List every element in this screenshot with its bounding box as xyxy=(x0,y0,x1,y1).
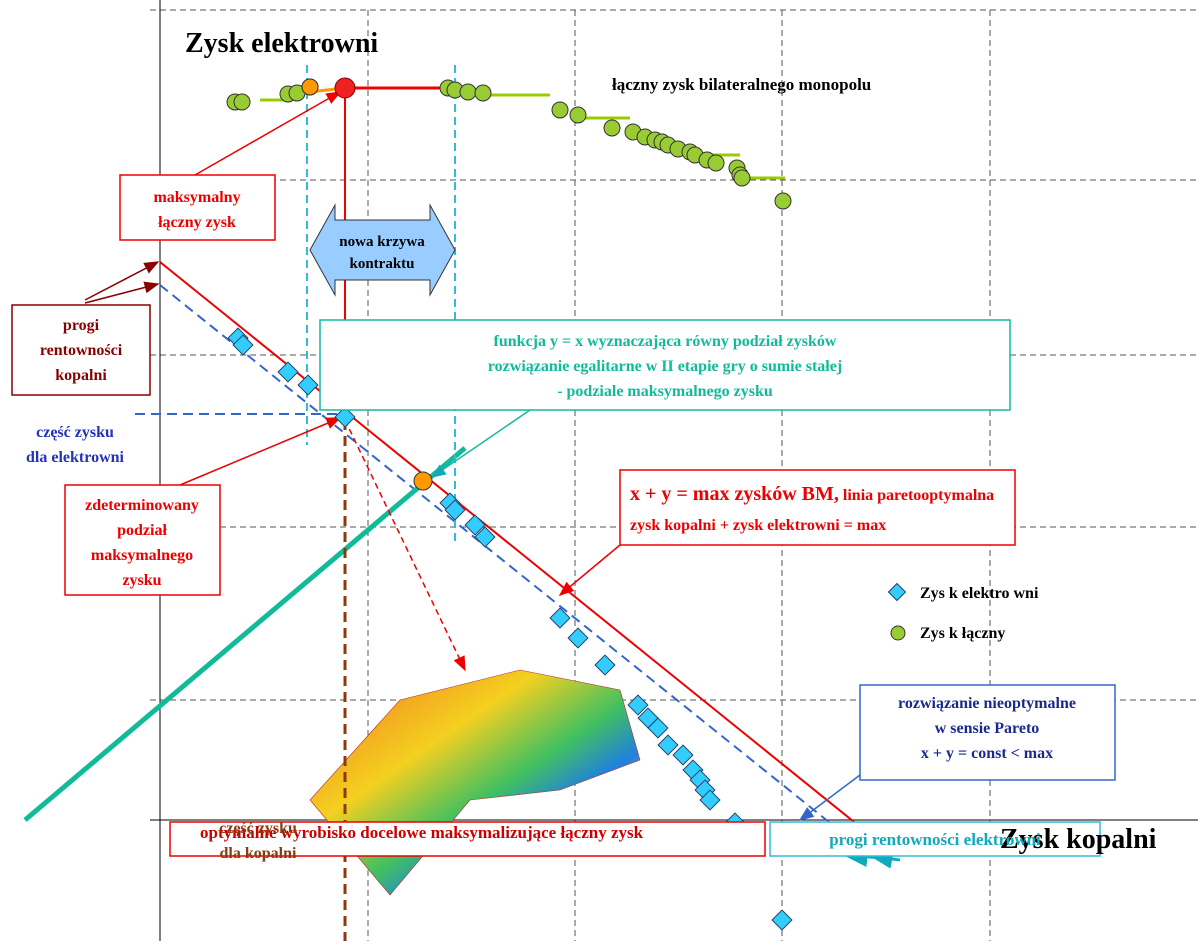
mine-share: część zysku xyxy=(219,820,297,837)
diamond xyxy=(278,362,298,382)
legend-circle xyxy=(891,626,905,640)
circle-point xyxy=(475,85,491,101)
diamond xyxy=(595,655,615,675)
mine-share: dla kopalni xyxy=(220,845,297,862)
top-label: łączny zysk bilateralnego monopolu xyxy=(612,75,871,94)
circle-point xyxy=(708,155,724,171)
circle-point xyxy=(570,107,586,123)
diagram: Zys k elektro wni Zys k łączny Zysk elekt… xyxy=(0,0,1198,941)
mine-thresholds: rentowności xyxy=(40,342,123,359)
egalitarian: - podziale maksymalnego zysku xyxy=(557,383,773,400)
determined: maksymalnego xyxy=(91,547,193,564)
diamond xyxy=(673,745,693,765)
mine-thresholds: kopalni xyxy=(55,367,107,384)
max-point xyxy=(335,78,355,98)
circle-point xyxy=(460,84,476,100)
diamond xyxy=(772,910,792,930)
pareto-tail: linia paretooptymalna xyxy=(839,487,994,504)
pareto-line2: zysk kopalni + zysk elektrowni = max xyxy=(630,517,886,534)
non-optimal: rozwiązanie nieoptymalne xyxy=(898,695,1076,712)
max-profit: maksymalny xyxy=(153,189,240,206)
pareto-head: x + y = max zysków BM, xyxy=(630,483,839,505)
egalitarian-point xyxy=(414,472,432,490)
plant-share: dla elektrowni xyxy=(26,449,124,466)
egalitarian: rozwiązanie egalitarne w II etapie gry o… xyxy=(488,358,842,375)
non-optimal: w sensie Pareto xyxy=(935,720,1040,737)
determined: zdeterminowany xyxy=(85,497,199,514)
contract-curve: nowa krzywa xyxy=(339,234,425,250)
plant-thresholds: progi rentowności elektrowni xyxy=(829,830,1041,849)
circle-point xyxy=(234,94,250,110)
determined: podział xyxy=(117,522,167,539)
diamond xyxy=(298,375,318,395)
surface xyxy=(310,670,640,895)
diamond xyxy=(658,735,678,755)
determined: zysku xyxy=(122,572,161,589)
contract-arrow xyxy=(310,205,455,295)
non-optimal: x + y = const < max xyxy=(921,745,1053,762)
legend-diamond xyxy=(889,584,906,601)
pareto-title: x + y = max zysków BM, linia paretooptym… xyxy=(630,483,994,505)
max-point xyxy=(302,79,318,95)
mine-thresholds: progi xyxy=(63,317,100,334)
max-profit: łączny zysk xyxy=(158,214,236,231)
legend-label: Zys k elektro wni xyxy=(920,585,1039,602)
legend-label: Zys k łączny xyxy=(920,625,1005,642)
plant-share: część zysku xyxy=(36,424,114,441)
circle-point xyxy=(734,170,750,186)
circle-point xyxy=(604,120,620,136)
contract-curve: kontraktu xyxy=(349,256,414,272)
y-axis-label: Zysk elektrowni xyxy=(185,28,378,59)
diamond xyxy=(568,628,588,648)
egalitarian: funkcja y = x wyznaczająca równy podział… xyxy=(494,333,837,350)
circle-point xyxy=(775,193,791,209)
circle-point xyxy=(552,102,568,118)
